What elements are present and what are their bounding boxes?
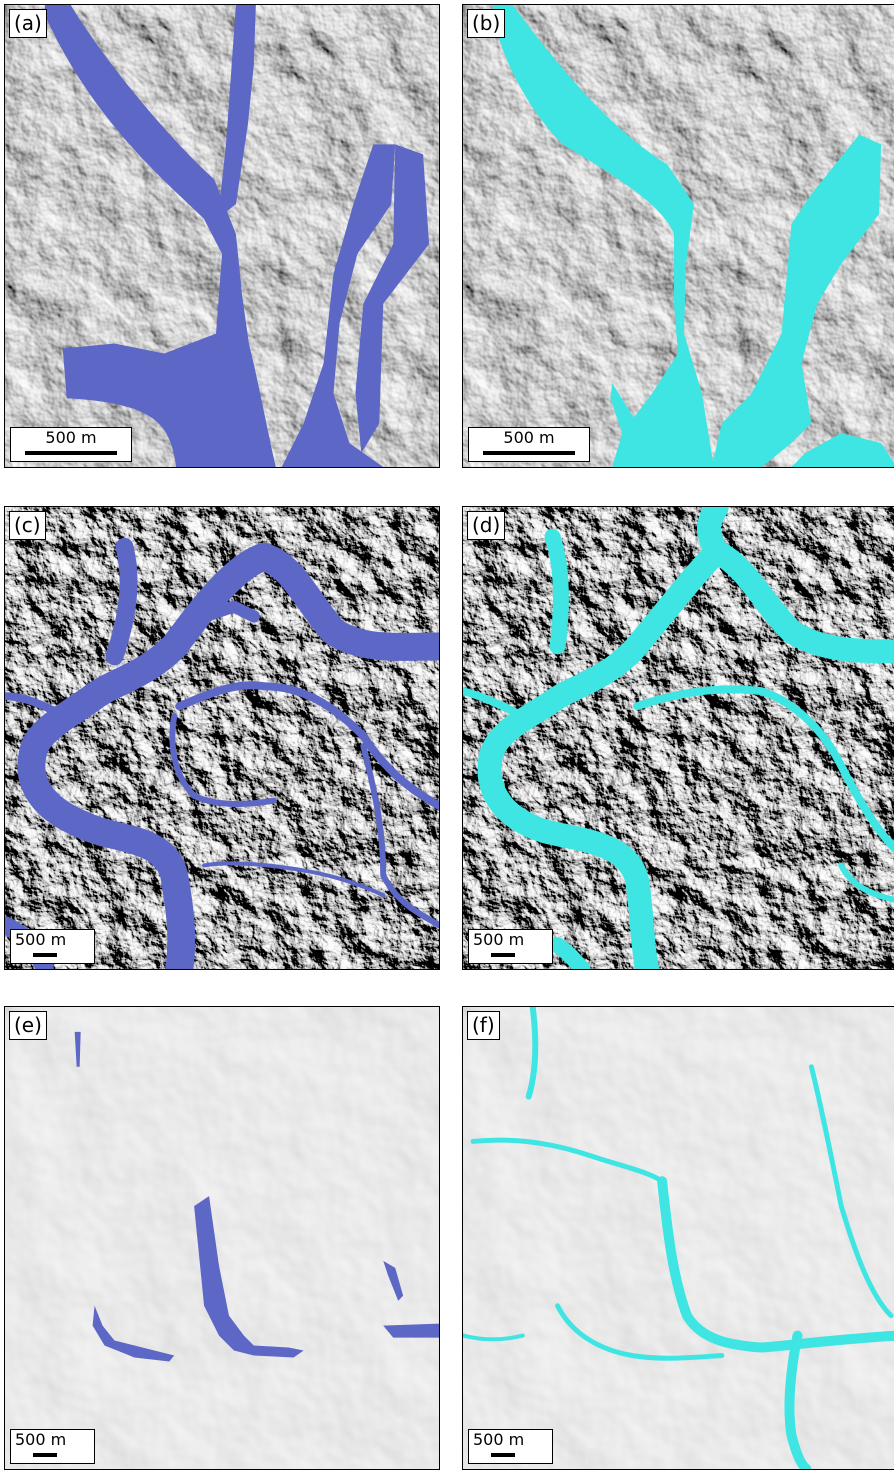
scale-bar-line <box>491 1453 515 1457</box>
panel-label: (b) <box>467 9 506 38</box>
hillshade-map <box>5 5 439 467</box>
scale-bar-line <box>25 451 117 455</box>
flood-extent-cyan <box>492 5 894 467</box>
flood-extent-cyan <box>463 1007 894 1469</box>
panel-label: (c) <box>9 511 46 540</box>
scale-bar: 500 m <box>468 427 590 462</box>
hillshade-map <box>463 1007 894 1469</box>
flood-extent-blue <box>74 1031 439 1362</box>
map-panel-c: (c) 500 m <box>4 506 440 970</box>
scale-bar: 500 m <box>10 1429 95 1464</box>
hillshade-map <box>5 507 439 969</box>
panel-label: (f) <box>467 1011 500 1040</box>
map-panel-e: (e) 500 m <box>4 1006 440 1470</box>
scale-bar-line <box>33 953 57 957</box>
hillshade-map <box>463 5 894 467</box>
scale-bar: 500 m <box>468 1429 553 1464</box>
hillshade-map <box>5 1007 439 1469</box>
flood-extent-blue <box>44 5 430 467</box>
scale-bar: 500 m <box>468 929 553 964</box>
flood-extent-cyan <box>463 507 894 969</box>
scale-bar-label: 500 m <box>473 1430 525 1449</box>
map-panel-a: (a) 500 m <box>4 4 440 468</box>
scale-bar-label: 500 m <box>15 930 67 949</box>
scale-bar-line <box>491 953 515 957</box>
scale-bar: 500 m <box>10 929 95 964</box>
panel-label: (e) <box>9 1011 47 1040</box>
scale-bar-line <box>483 451 575 455</box>
scale-bar-label: 500 m <box>45 428 97 447</box>
panel-label: (d) <box>467 511 506 540</box>
hillshade-map <box>463 507 894 969</box>
scale-bar: 500 m <box>10 427 132 462</box>
map-panel-d: (d) 500 m <box>462 506 894 970</box>
scale-bar-line <box>33 1453 57 1457</box>
panel-label: (a) <box>9 9 47 38</box>
map-panel-b: (b) 500 m <box>462 4 894 468</box>
scale-bar-label: 500 m <box>15 1430 67 1449</box>
scale-bar-label: 500 m <box>503 428 555 447</box>
scale-bar-label: 500 m <box>473 930 525 949</box>
map-panel-f: (f) 500 m <box>462 1006 894 1470</box>
